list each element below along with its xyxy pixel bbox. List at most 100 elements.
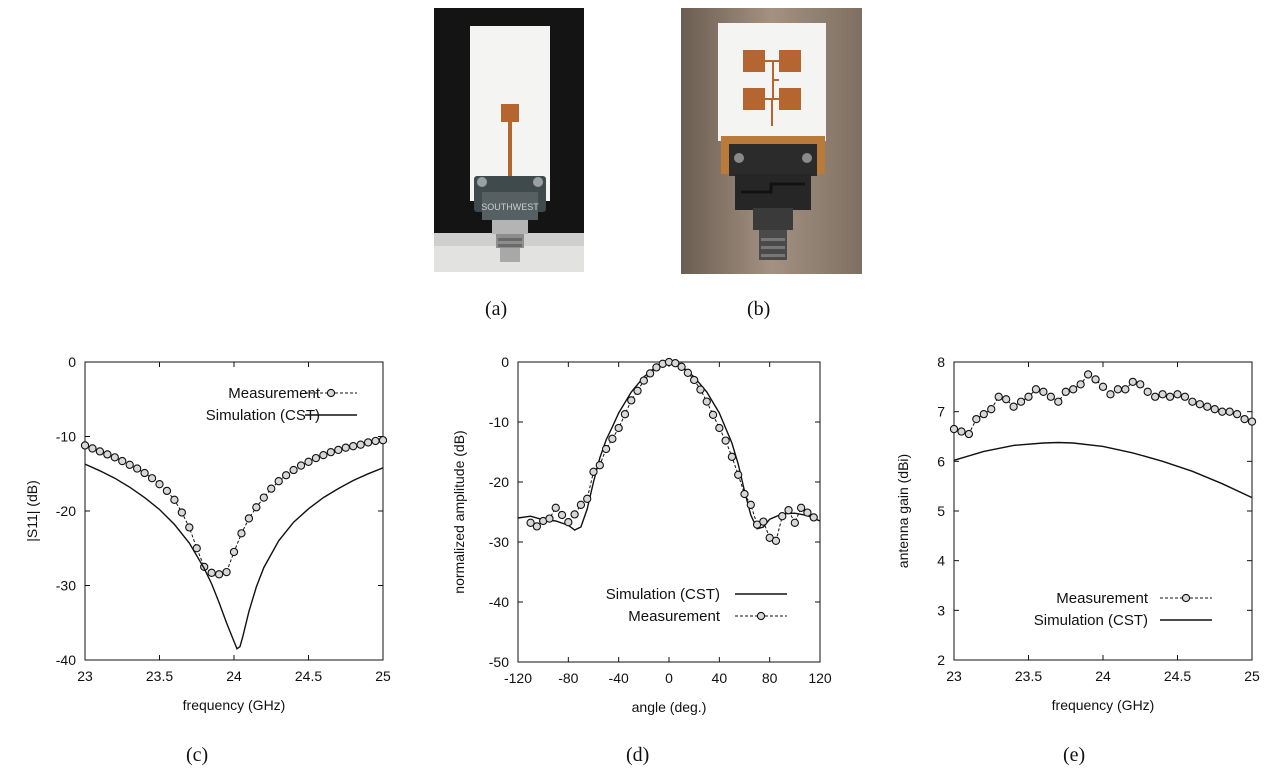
data-point — [564, 518, 573, 527]
x-axis-label: angle (deg.) — [632, 699, 707, 715]
data-point — [1188, 397, 1197, 406]
legend-label-1: Simulation (CST) — [606, 586, 720, 603]
x-tick-label: 80 — [762, 670, 778, 686]
data-point — [803, 508, 812, 517]
x-tick-label: -120 — [504, 670, 532, 686]
caption-c: (c) — [186, 744, 209, 766]
data-point — [1016, 397, 1026, 406]
data-point — [645, 369, 655, 378]
data-point — [532, 522, 542, 531]
data-point — [177, 508, 186, 517]
x-tick-label: 24.5 — [1164, 668, 1191, 684]
data-point — [1091, 375, 1100, 384]
legend-marker-1 — [326, 388, 336, 398]
y-tick-label: -50 — [489, 654, 509, 670]
legend-marker-2 — [756, 611, 766, 621]
y-tick-label: 0 — [501, 354, 509, 370]
data-point — [633, 386, 642, 395]
data-point — [311, 453, 321, 463]
data-point — [746, 500, 755, 509]
legend-label-2: Simulation (CST) — [1034, 612, 1148, 629]
photo-b-patch-array-antenna — [681, 8, 862, 274]
data-point — [237, 529, 246, 538]
x-tick-label: 24.5 — [295, 668, 322, 684]
data-point — [727, 452, 737, 461]
data-point — [296, 461, 306, 470]
data-point — [526, 518, 535, 527]
data-point — [1173, 390, 1182, 399]
data-point — [1121, 385, 1130, 394]
y-tick-label: -20 — [56, 503, 76, 519]
data-point — [1106, 390, 1115, 399]
data-point — [244, 514, 254, 523]
data-point — [759, 517, 768, 526]
array-patch-4 — [779, 88, 801, 110]
data-point — [162, 486, 172, 496]
x-tick-label: 24 — [1095, 668, 1111, 684]
data-point — [608, 434, 617, 443]
y-tick-label: -40 — [56, 652, 76, 668]
array-patch-1 — [743, 50, 765, 72]
y-tick-label: -30 — [489, 534, 509, 550]
data-point — [1024, 392, 1033, 401]
data-point — [614, 423, 623, 433]
data-point — [683, 368, 693, 377]
x-tick-label: 23 — [77, 668, 93, 684]
data-point — [1098, 382, 1108, 391]
data-point — [252, 503, 261, 512]
data-point — [639, 376, 648, 385]
data-point — [1083, 370, 1093, 379]
data-point — [259, 493, 268, 502]
data-point — [1151, 392, 1160, 401]
data-point — [570, 510, 579, 519]
data-point — [784, 506, 793, 515]
data-point — [319, 450, 328, 460]
data-point — [214, 570, 224, 579]
x-tick-label: -80 — [558, 670, 578, 686]
caption-e: (e) — [1063, 744, 1086, 766]
data-point — [363, 438, 373, 447]
caption-b: (b) — [747, 298, 771, 320]
data-point — [356, 440, 365, 449]
y-tick-label: -10 — [489, 414, 509, 430]
data-point — [987, 405, 996, 414]
data-point — [1143, 387, 1152, 396]
y-tick-label: 5 — [937, 503, 945, 519]
data-point — [147, 474, 157, 483]
chart-3: 23 23.5 24 24.5 25 8 7 6 5 4 3 2 frequency (GHz) ante… — [895, 354, 1260, 713]
data-point — [125, 460, 134, 469]
data-point — [790, 518, 799, 527]
data-point — [1069, 385, 1078, 394]
x-axis-label: frequency (GHz) — [183, 697, 286, 713]
x-tick-label: 120 — [808, 670, 832, 686]
data-point — [1009, 402, 1018, 411]
series-line-2 — [84, 463, 384, 650]
data-point — [281, 471, 291, 480]
data-point — [979, 409, 988, 419]
y-tick-label: 0 — [68, 354, 76, 370]
data-point — [110, 453, 119, 462]
chart-2: -120 -80 -40 0 40 80 120 0 -10 -20 -30 -40 -50 angle … — [451, 354, 832, 715]
data-point — [378, 436, 388, 445]
y-axis-label: |S11| (dB) — [24, 480, 40, 541]
caption-a: (a) — [485, 298, 508, 320]
data-point — [1195, 400, 1204, 409]
data-point — [545, 514, 554, 523]
data-point — [222, 567, 231, 577]
data-point — [155, 480, 164, 489]
data-point — [349, 442, 358, 451]
data-point — [1165, 392, 1175, 401]
data-point — [734, 470, 743, 479]
data-point — [957, 427, 966, 436]
x-tick-label: -40 — [609, 670, 629, 686]
data-point — [589, 467, 598, 476]
data-point — [207, 568, 216, 577]
data-point — [103, 450, 112, 459]
data-point — [1076, 380, 1085, 389]
data-point — [715, 423, 724, 433]
data-point — [702, 397, 711, 406]
photo-a-single-patch-antenna: SOUTHWEST — [434, 8, 584, 272]
array-patch-2 — [779, 50, 801, 72]
data-point — [341, 443, 350, 452]
